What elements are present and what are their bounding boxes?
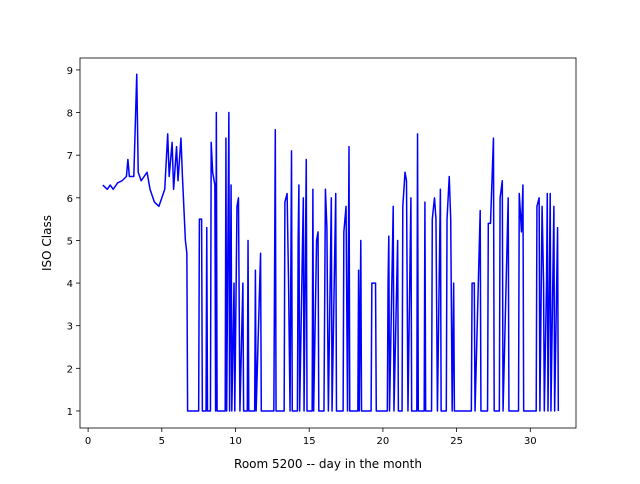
y-tick-label: 2 [67,364,73,375]
y-axis-label: ISO Class [40,215,54,271]
x-tick-label: 15 [303,436,316,447]
x-tick-label: 20 [377,436,390,447]
y-tick-label: 4 [67,279,73,290]
x-tick-label: 5 [159,436,165,447]
y-tick-label: 7 [67,151,73,162]
y-tick-label: 9 [67,66,73,77]
x-tick-label: 0 [85,436,91,447]
y-tick-label: 8 [67,109,73,120]
x-tick-label: 30 [524,436,537,447]
x-tick-label: 10 [229,436,242,447]
y-tick-label: 1 [67,407,73,418]
y-tick-label: 6 [67,194,73,205]
y-tick-label: 5 [67,236,73,247]
axes-frame [79,57,577,429]
x-axis-label: Room 5200 -- day in the month [234,457,422,471]
x-tick-label: 25 [450,436,463,447]
plot-area [102,73,560,412]
y-tick-label: 3 [67,322,73,333]
data-line [102,73,560,412]
